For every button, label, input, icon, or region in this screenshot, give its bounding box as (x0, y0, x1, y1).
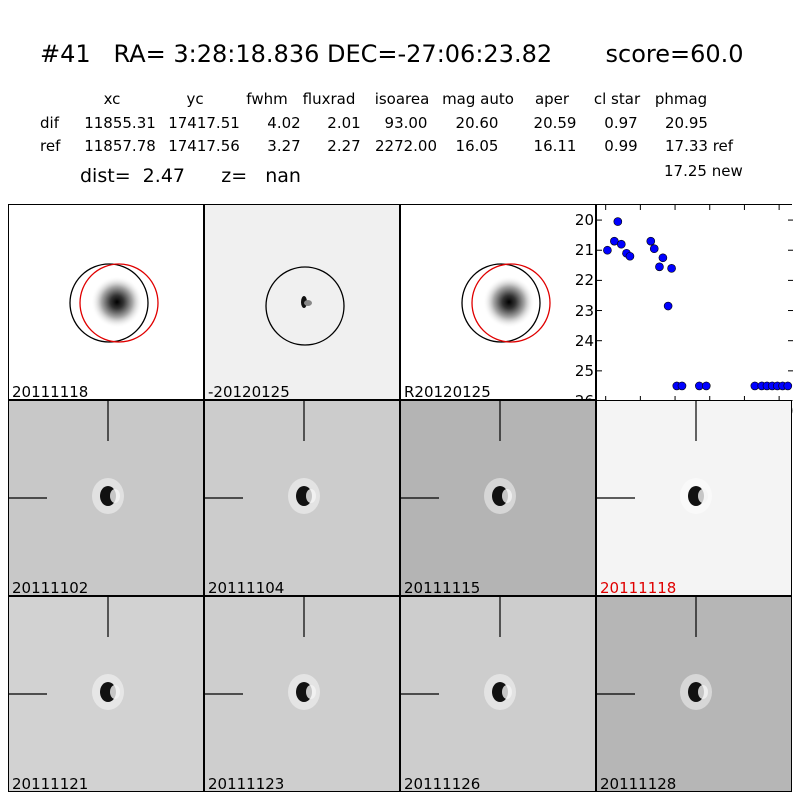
panel-label: 20111104 (208, 579, 285, 596)
column-header: isoarea (374, 90, 430, 108)
stamp-panel: -20120125 (204, 204, 400, 400)
epoch-image (597, 401, 791, 595)
panel-label: 20111118 (600, 579, 677, 596)
y-tick-label: 24 (574, 331, 594, 350)
y-tick-label: 21 (574, 241, 594, 260)
data-point (649, 244, 659, 254)
column-header: phmag (654, 90, 708, 108)
panel-label: 20111128 (600, 775, 677, 792)
table-cell: 20.95 (665, 114, 708, 132)
table-cell: 11855.31 (84, 114, 156, 132)
table-cell: 0.99 (604, 137, 638, 155)
epoch-image (9, 401, 203, 595)
table-cell: 2272.00 (374, 137, 438, 155)
panel-label: 20111118 (12, 383, 89, 400)
data-point (783, 381, 793, 391)
distance-line: dist= 2.47 z= nan (80, 165, 301, 187)
table-cell: 11857.78 (84, 137, 156, 155)
table-cell: 93.00 (384, 114, 428, 132)
panel-label: 20111121 (12, 775, 89, 792)
y-tick-label: 22 (574, 271, 594, 290)
epoch-image (205, 597, 399, 791)
table-cell: 17.33 ref (665, 137, 734, 155)
column-header: fwhm (246, 90, 288, 108)
data-point (646, 236, 656, 246)
table-cell: 17417.56 (168, 137, 240, 155)
data-point (603, 245, 612, 255)
table-cell: 2.27 (327, 137, 361, 155)
epoch-image (9, 597, 203, 791)
phmag-new-value: 17.25 new (664, 162, 743, 180)
epoch-panel: 20111128 (596, 596, 792, 792)
page-title: #41 RA= 3:28:18.836 DEC=-27:06:23.82 sco… (40, 40, 744, 68)
epoch-panel: 20111123 (204, 596, 400, 792)
table-cell: 17417.51 (168, 114, 240, 132)
column-header: xc (103, 90, 121, 108)
data-point (613, 217, 623, 226)
stamp-image (401, 205, 595, 399)
epoch-panel: 20111121 (8, 596, 204, 792)
y-tick-label: 23 (574, 301, 594, 320)
panel-label: 20111123 (208, 775, 285, 792)
column-header: aper (534, 90, 570, 108)
column-header: yc (186, 90, 204, 108)
aperture-circle-red (471, 263, 551, 343)
star-blob (91, 276, 143, 328)
y-tick-label: 25 (574, 361, 594, 380)
panel-label: -20120125 (208, 383, 290, 400)
epoch-panel: 20111115 (400, 400, 596, 596)
epoch-panel: 20111104 (204, 400, 400, 596)
aperture-circle (461, 263, 541, 343)
light-curve-chart (597, 205, 793, 401)
data-point (663, 301, 673, 311)
stamp-image (9, 205, 203, 399)
panel-label: R20120125 (404, 383, 491, 400)
stamp-panel: 20111118 (8, 204, 204, 400)
column-header: fluxrad (302, 90, 356, 108)
table-cell: 20.60 (455, 114, 499, 132)
aperture-circle-red (79, 263, 159, 343)
data-point (701, 381, 711, 391)
epoch-panel: 20111102 (8, 400, 204, 596)
aperture-circle (69, 263, 149, 343)
table-cell: 4.02 (267, 114, 301, 132)
epoch-image (401, 597, 595, 791)
panel-label: 20111102 (12, 579, 89, 596)
stamp-image (205, 205, 399, 399)
table-cell: 2.01 (327, 114, 361, 132)
data-point (667, 264, 676, 273)
aperture-circle (265, 266, 345, 346)
data-point (625, 251, 635, 261)
column-header: mag auto (442, 90, 514, 108)
y-tick-label: 20 (574, 211, 594, 230)
table-cell: 0.97 (604, 114, 638, 132)
table-cell: 20.59 (533, 114, 577, 132)
row-label: ref (40, 137, 61, 155)
data-point (655, 262, 664, 272)
column-header: cl star (593, 90, 641, 108)
panel-label: 20111115 (404, 579, 481, 596)
epoch-panel: 20111118 (596, 400, 792, 596)
data-point (616, 239, 626, 249)
light-curve-panel: 20212223242526020406080100 (575, 204, 793, 420)
star-blob (483, 276, 535, 328)
cutout-grid: 20111118-20120125R2012012520212223242526… (8, 204, 794, 792)
data-point (658, 253, 668, 263)
epoch-image (597, 597, 791, 791)
table-cell: 16.11 (533, 137, 577, 155)
table-cell: 16.05 (455, 137, 499, 155)
stamp-panel: R20120125 (400, 204, 596, 400)
panel-label: 20111126 (404, 775, 481, 792)
epoch-image (205, 401, 399, 595)
data-point (677, 381, 687, 391)
epoch-panel: 20111126 (400, 596, 596, 792)
epoch-image (401, 401, 595, 595)
row-label: dif (40, 114, 59, 132)
table-cell: 3.27 (267, 137, 301, 155)
